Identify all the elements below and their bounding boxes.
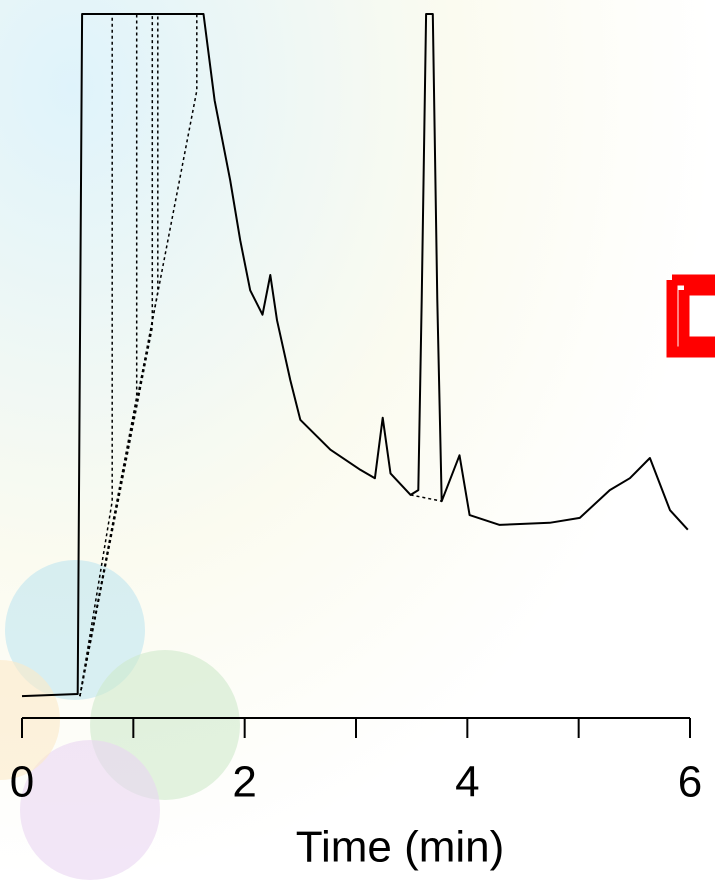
- x-axis-title: Time (min): [296, 823, 505, 872]
- x-tick-label: 4: [455, 758, 479, 807]
- x-tick-label: 0: [10, 758, 34, 807]
- x-tick-label: 2: [232, 758, 256, 807]
- chart: Time (min) 0 2 4 6: [0, 0, 715, 880]
- x-tick-label: 6: [678, 758, 702, 807]
